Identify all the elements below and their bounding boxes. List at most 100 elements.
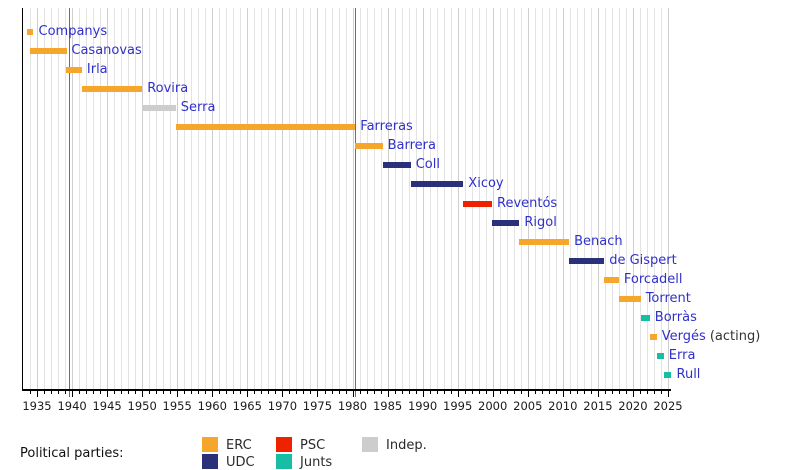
axis-tick-label: 1955 bbox=[162, 399, 192, 413]
gridline bbox=[471, 8, 473, 389]
axis-tick-label: 1935 bbox=[22, 399, 52, 413]
axis-tick-label: 1945 bbox=[92, 399, 122, 413]
gridline bbox=[422, 8, 424, 389]
gridline bbox=[37, 8, 38, 389]
gridline bbox=[583, 8, 585, 389]
axis-tick-label: 2010 bbox=[548, 399, 578, 413]
president-name: Companys bbox=[38, 24, 108, 39]
gridline bbox=[72, 8, 74, 389]
gridline bbox=[303, 8, 305, 389]
axis-tick-label: 1980 bbox=[337, 399, 368, 413]
timeline-bar-farreras bbox=[175, 124, 356, 131]
gridline bbox=[597, 8, 599, 389]
axis-major-tick bbox=[562, 391, 564, 397]
gridline bbox=[58, 8, 59, 389]
gridline bbox=[429, 8, 431, 389]
axis-major-tick bbox=[72, 391, 74, 397]
axis-tick-label: 1990 bbox=[407, 399, 438, 413]
axis-minor-tick bbox=[569, 391, 571, 394]
gridline bbox=[205, 8, 207, 389]
axis-major-tick bbox=[247, 391, 249, 397]
gridline bbox=[520, 8, 522, 389]
gridline bbox=[275, 8, 277, 389]
axis-minor-tick bbox=[338, 391, 340, 394]
gridline bbox=[219, 8, 221, 389]
gridline bbox=[492, 8, 494, 389]
timeline-bar-casanovas bbox=[30, 48, 67, 54]
gridline bbox=[625, 8, 627, 389]
legend-label: ERC bbox=[226, 438, 252, 453]
axis-major-tick bbox=[177, 391, 179, 397]
gridline bbox=[527, 8, 529, 389]
president-name: Casanovas bbox=[71, 43, 142, 58]
axis-tick-label: 1950 bbox=[127, 399, 157, 413]
gridline bbox=[226, 8, 228, 389]
axis-major-tick bbox=[387, 391, 389, 397]
gridline bbox=[513, 8, 515, 389]
gridline bbox=[65, 8, 66, 389]
axis-tick-label: 1965 bbox=[232, 399, 262, 413]
gridline bbox=[107, 8, 109, 389]
timeline-bar-borràs bbox=[640, 314, 650, 321]
reference-line bbox=[69, 8, 70, 397]
bar-label: Erra bbox=[669, 348, 696, 363]
axis-minor-tick bbox=[163, 391, 165, 394]
gridline bbox=[317, 8, 319, 389]
axis-tick-label: 1985 bbox=[372, 399, 403, 413]
axis-minor-tick bbox=[114, 391, 116, 394]
axis-minor-tick bbox=[373, 391, 375, 394]
y-axis bbox=[22, 8, 23, 391]
axis-minor-tick bbox=[520, 391, 522, 394]
gridline bbox=[457, 8, 459, 389]
president-name: Erra bbox=[668, 347, 696, 363]
gridline bbox=[233, 8, 235, 389]
gridline bbox=[450, 8, 452, 389]
gridline bbox=[436, 8, 438, 389]
axis-minor-tick bbox=[654, 391, 655, 394]
gridline bbox=[611, 8, 613, 389]
bar-label: Benach bbox=[574, 234, 623, 249]
legend-swatch-erc bbox=[202, 437, 218, 452]
axis-minor-tick bbox=[640, 391, 641, 394]
gridline bbox=[555, 8, 557, 389]
axis-minor-tick bbox=[450, 391, 452, 394]
axis-minor-tick bbox=[324, 391, 326, 394]
axis-minor-tick bbox=[310, 391, 312, 394]
axis-minor-tick bbox=[275, 391, 277, 394]
axis-minor-tick bbox=[58, 391, 59, 394]
president-name: Torrent bbox=[645, 290, 691, 306]
axis-minor-tick bbox=[555, 391, 557, 394]
president-name: Farreras bbox=[360, 119, 413, 135]
axis-tick-label: 2000 bbox=[478, 399, 508, 413]
timeline-bar-xicoy bbox=[411, 181, 464, 188]
axis-tick-label: 1940 bbox=[57, 399, 87, 413]
gridline bbox=[373, 8, 375, 389]
gridline bbox=[156, 8, 158, 389]
gridline bbox=[100, 8, 102, 389]
gridline bbox=[114, 8, 116, 389]
axis-minor-tick bbox=[359, 391, 361, 394]
gridline bbox=[247, 8, 249, 389]
axis-minor-tick bbox=[429, 391, 431, 394]
gridline bbox=[310, 8, 312, 389]
gridline bbox=[618, 8, 620, 389]
axis-minor-tick bbox=[149, 391, 151, 394]
gridline bbox=[198, 8, 200, 389]
axis-minor-tick bbox=[268, 391, 270, 394]
gridline bbox=[240, 8, 242, 389]
legend-swatch-junts bbox=[276, 454, 292, 469]
gridline bbox=[30, 8, 31, 389]
axis-minor-tick bbox=[100, 391, 102, 394]
bar-label: Companys bbox=[39, 24, 108, 39]
gridline bbox=[380, 8, 382, 389]
gridline bbox=[394, 8, 396, 389]
gridline bbox=[345, 8, 347, 389]
bar-label: Barrera bbox=[388, 138, 436, 153]
timeline-bar-companys bbox=[27, 29, 34, 35]
gridline bbox=[331, 8, 333, 389]
gridline bbox=[128, 8, 130, 389]
gridline bbox=[640, 8, 641, 389]
axis-minor-tick bbox=[135, 391, 137, 394]
gridline bbox=[604, 8, 606, 389]
